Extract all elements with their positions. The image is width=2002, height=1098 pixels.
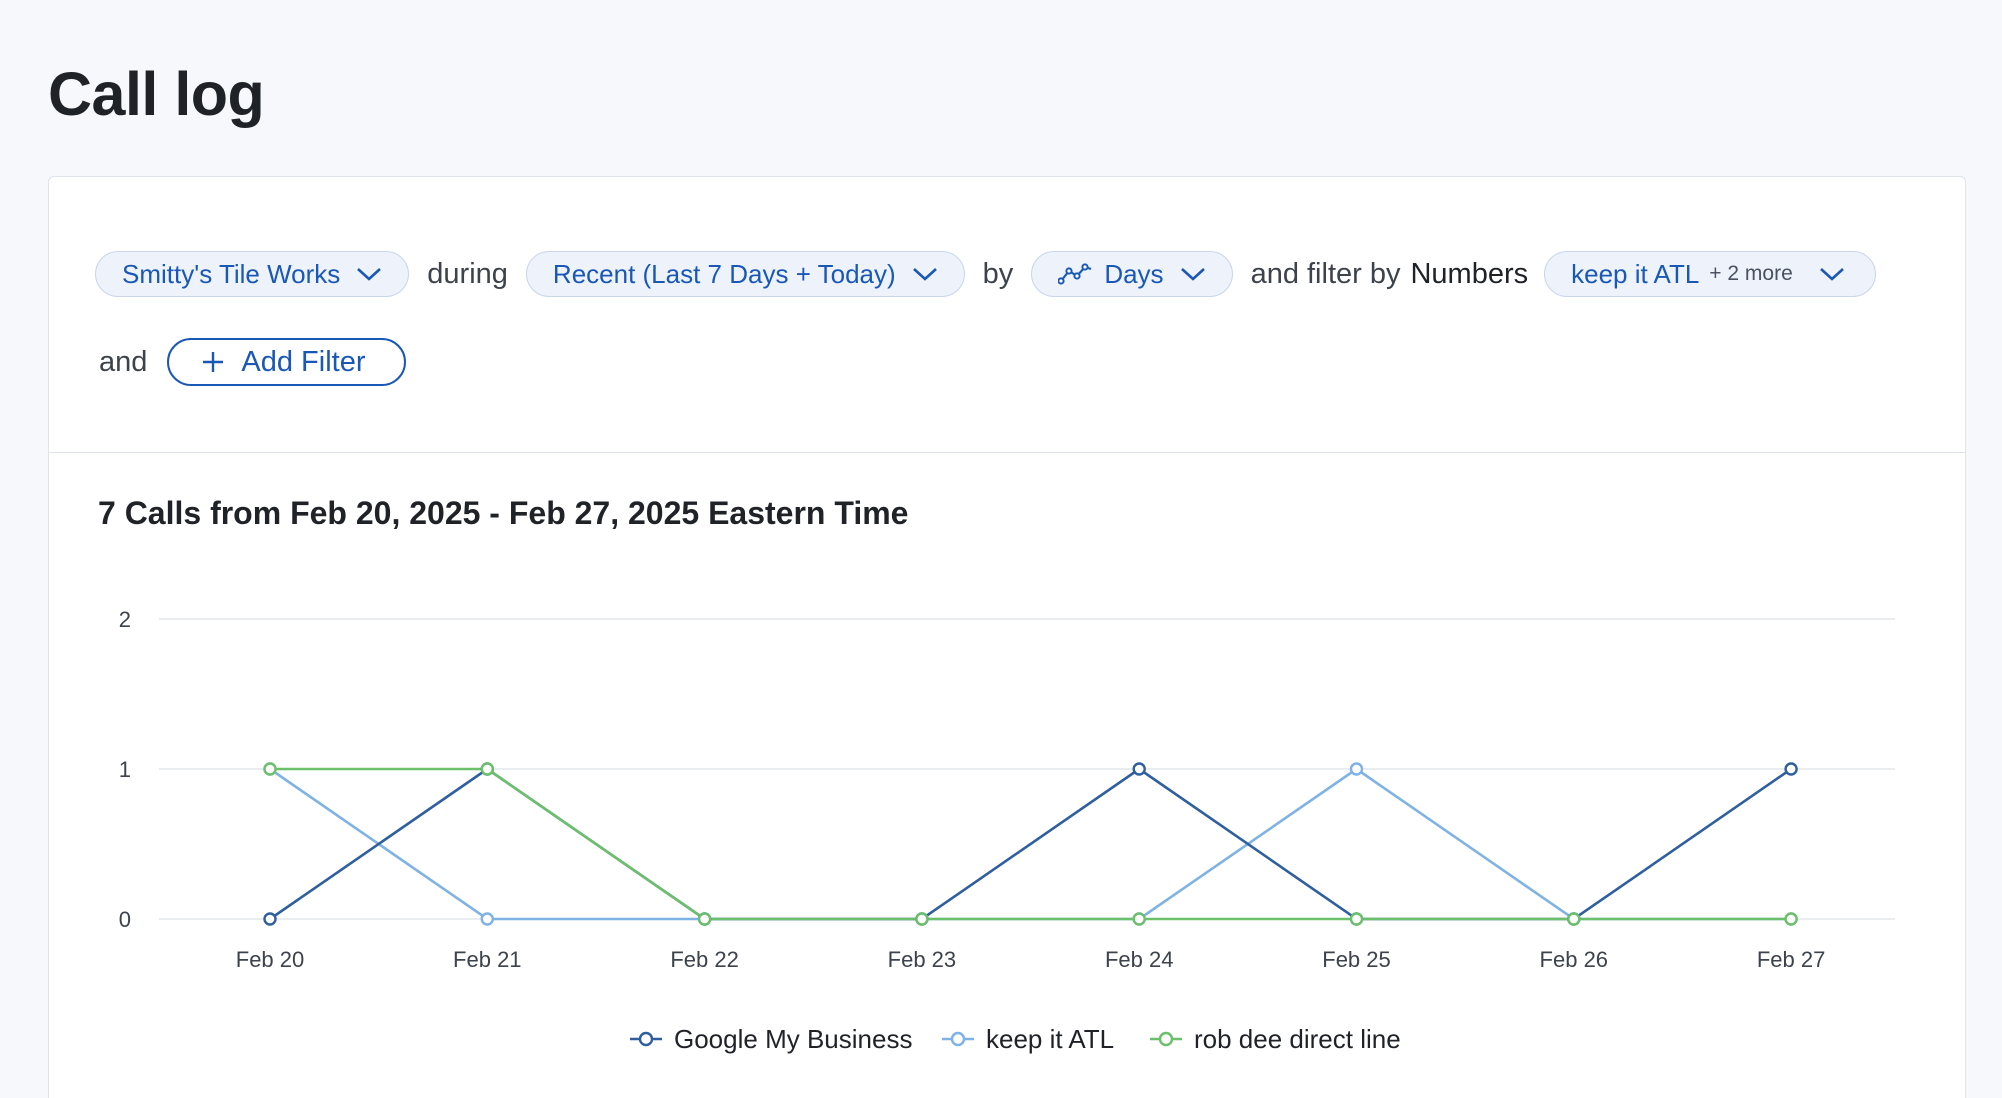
series-line bbox=[270, 767, 1792, 921]
and-label: and bbox=[99, 345, 148, 378]
chevron-down-icon bbox=[357, 268, 382, 281]
x-tick-label: Feb 22 bbox=[670, 947, 739, 972]
x-tick-label: Feb 21 bbox=[453, 947, 522, 972]
x-tick-label: Feb 23 bbox=[888, 947, 957, 972]
y-tick-label: 1 bbox=[119, 757, 131, 782]
numbers-dropdown[interactable]: keep it ATL + 2 more bbox=[1544, 251, 1876, 297]
legend-marker bbox=[1158, 1031, 1174, 1047]
account-dropdown-label: Smitty's Tile Works bbox=[122, 258, 341, 289]
data-point bbox=[1784, 762, 1798, 776]
numbers-dropdown-label: keep it ATL bbox=[1571, 258, 1700, 289]
data-point bbox=[1567, 912, 1581, 926]
filter-bar: Smitty's Tile Works during Recent (Last … bbox=[49, 177, 1965, 453]
data-point bbox=[1349, 912, 1364, 926]
data-point bbox=[1349, 762, 1364, 776]
period-dropdown-label: Recent (Last 7 Days + Today) bbox=[552, 258, 896, 289]
line-chart-icon bbox=[1058, 263, 1092, 285]
y-tick-label: 2 bbox=[119, 607, 131, 632]
data-point bbox=[263, 762, 277, 776]
during-label: during bbox=[427, 257, 508, 290]
x-tick-label: Feb 26 bbox=[1540, 947, 1609, 972]
x-tick-label: Feb 20 bbox=[236, 947, 305, 972]
data-point bbox=[263, 912, 277, 926]
granularity-dropdown-label: Days bbox=[1104, 258, 1164, 289]
period-dropdown[interactable]: Recent (Last 7 Days + Today) bbox=[525, 251, 965, 297]
legend-label: Google My Business bbox=[674, 1024, 912, 1054]
plus-icon bbox=[203, 352, 224, 372]
granularity-dropdown[interactable]: Days bbox=[1031, 251, 1233, 297]
data-point bbox=[1784, 912, 1798, 926]
numbers-label: Numbers bbox=[1410, 257, 1529, 290]
add-filter-button[interactable]: Add Filter bbox=[167, 338, 406, 386]
chart-heading: 7 Calls from Feb 20, 2025 - Feb 27, 2025… bbox=[98, 495, 909, 531]
and-filter-by-label: and filter by bbox=[1250, 257, 1401, 290]
filter-row-primary: Smitty's Tile Works during Recent (Last … bbox=[95, 249, 1876, 299]
data-point bbox=[1132, 762, 1146, 776]
chevron-down-icon bbox=[1180, 268, 1205, 281]
data-point bbox=[480, 762, 494, 776]
account-dropdown[interactable]: Smitty's Tile Works bbox=[95, 251, 410, 297]
by-label: by bbox=[982, 257, 1014, 290]
legend-marker bbox=[638, 1031, 654, 1047]
x-tick-label: Feb 27 bbox=[1757, 947, 1826, 972]
y-tick-label: 0 bbox=[119, 907, 131, 932]
chevron-down-icon bbox=[912, 268, 937, 281]
series-line bbox=[269, 767, 1792, 921]
data-point bbox=[480, 912, 494, 926]
call-log-card: Smitty's Tile Works during Recent (Last … bbox=[48, 176, 1966, 1098]
data-point bbox=[1132, 912, 1146, 926]
x-tick-label: Feb 25 bbox=[1322, 947, 1391, 972]
numbers-more-count: + 2 more bbox=[1709, 262, 1793, 285]
data-point bbox=[915, 912, 929, 926]
filter-row-secondary: and Add Filter bbox=[99, 337, 406, 387]
legend-label: rob dee direct line bbox=[1194, 1024, 1401, 1054]
legend-marker bbox=[950, 1031, 966, 1047]
legend-label: keep it ATL bbox=[986, 1024, 1114, 1054]
calls-line-chart: 0 1 2 Feb 20 Feb 21 Feb 22 Feb 23 Feb 24 Feb 25 F… bbox=[119, 607, 1895, 1054]
page-title: Call log bbox=[48, 60, 265, 128]
x-tick-label: Feb 24 bbox=[1105, 947, 1174, 972]
chevron-down-icon bbox=[1819, 268, 1844, 281]
data-point bbox=[697, 912, 712, 926]
add-filter-label: Add Filter bbox=[241, 345, 366, 378]
